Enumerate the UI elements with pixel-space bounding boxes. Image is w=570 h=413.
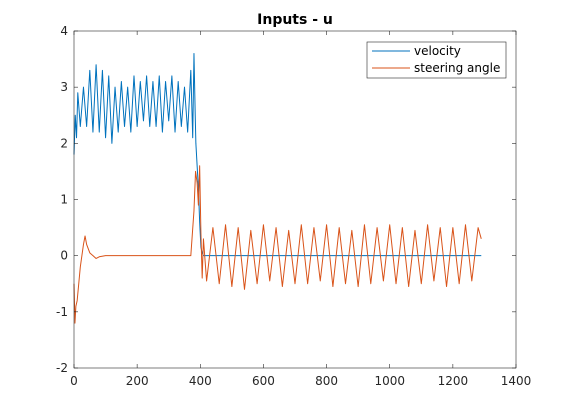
x-tick-label: 1200	[438, 374, 469, 388]
y-axis: -2 -1 0 1 2 3 4	[56, 24, 516, 375]
y-tick-label: 1	[60, 193, 68, 207]
x-tick-label: 800	[315, 374, 338, 388]
y-tick-label: 4	[60, 24, 68, 38]
chart-title: Inputs - u	[257, 12, 333, 28]
legend: velocity steering angle	[366, 41, 507, 79]
legend-label-steering-angle: steering angle	[414, 61, 500, 75]
y-tick-label: 3	[60, 80, 68, 94]
series-line-velocity	[73, 52, 482, 257]
y-tick-label: -1	[56, 305, 68, 319]
legend-box	[366, 41, 507, 79]
y-tick-label: 2	[60, 136, 68, 150]
y-tick-label: -2	[56, 361, 68, 375]
series-layer	[73, 52, 482, 324]
y-tick-label: 0	[60, 249, 68, 263]
legend-label-velocity: velocity	[414, 44, 461, 58]
x-tick-label: 600	[252, 374, 275, 388]
x-tick-label: 1000	[374, 374, 405, 388]
x-tick-label: 200	[126, 374, 149, 388]
x-tick-label: 400	[189, 374, 212, 388]
x-tick-label: 0	[70, 374, 78, 388]
x-axis: 0 200 400 600 800 1000 1200 1400	[70, 31, 531, 388]
x-tick-label: 1400	[501, 374, 532, 388]
series-line-steering-angle	[73, 165, 482, 324]
